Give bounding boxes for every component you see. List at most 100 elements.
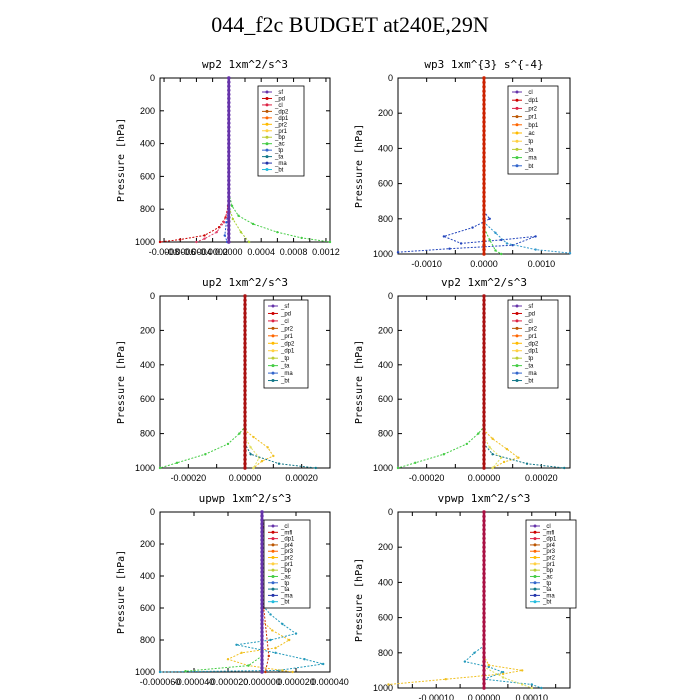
- series-marker: [482, 444, 486, 449]
- series-marker: [227, 232, 231, 236]
- series-marker: [243, 431, 247, 436]
- series-marker: [482, 406, 486, 410]
- series-marker: [482, 624, 486, 629]
- x-tick-label: -0.0008: [149, 247, 180, 257]
- series-marker: [243, 436, 247, 440]
- series-marker: [235, 643, 238, 646]
- legend-label: _mfl: [280, 530, 292, 536]
- legend-marker: [271, 364, 275, 368]
- series-marker: [505, 447, 509, 451]
- series-marker: [482, 659, 486, 664]
- legend-label: _ma: [280, 371, 293, 377]
- legend-label: _ta: [524, 147, 534, 153]
- legend-label: _tp: [280, 581, 290, 587]
- y-tick-label: 0: [388, 507, 393, 517]
- series-marker: [249, 446, 252, 449]
- series-marker: [482, 294, 486, 298]
- legend-label: _ta: [274, 155, 284, 161]
- series-marker: [276, 230, 279, 234]
- series-marker: [482, 328, 486, 333]
- series-marker: [482, 427, 486, 431]
- legend-label: _ta: [280, 364, 290, 370]
- series-marker: [471, 226, 474, 229]
- series-marker: [530, 683, 533, 686]
- series-marker: [482, 410, 486, 414]
- series-marker: [260, 538, 264, 542]
- series-marker: [260, 646, 264, 650]
- series-marker: [243, 328, 247, 333]
- series-marker: [227, 133, 231, 138]
- series-marker: [482, 673, 486, 677]
- series-marker: [502, 460, 506, 464]
- series-marker: [260, 594, 264, 598]
- legend-marker: [271, 568, 275, 572]
- legend-marker: [271, 349, 275, 353]
- legend-marker: [265, 103, 269, 107]
- series-marker: [482, 414, 486, 419]
- series-marker: [243, 341, 247, 345]
- series-marker: [243, 466, 247, 470]
- y-tick-label: 200: [140, 325, 155, 335]
- series-marker: [260, 558, 264, 562]
- y-tick-label: 200: [140, 106, 155, 116]
- series-marker: [482, 388, 486, 393]
- series-marker: [482, 102, 486, 107]
- y-tick-label: 800: [378, 429, 393, 439]
- y-tick-label: 600: [140, 394, 155, 404]
- series-marker: [260, 562, 264, 566]
- series-marker: [158, 670, 162, 674]
- series-marker: [482, 589, 486, 593]
- series-marker: [243, 311, 247, 315]
- series-marker: [264, 670, 267, 674]
- series-marker: [482, 363, 486, 367]
- series-marker: [482, 324, 486, 328]
- y-axis-label: Pressure [hPa]: [354, 124, 365, 208]
- series-marker: [459, 242, 463, 245]
- legend-label: _ac: [274, 142, 285, 148]
- series-marker: [482, 76, 486, 80]
- legend-marker: [271, 334, 275, 338]
- series-marker: [482, 384, 486, 388]
- series-marker: [243, 440, 247, 444]
- series-marker: [274, 651, 277, 654]
- x-tick-label: -0.000040: [174, 677, 215, 687]
- series-marker: [491, 453, 494, 456]
- series-marker: [482, 341, 486, 345]
- chart-panel: vp2 1xm^2/s^3 0 200 400 600 800 1000 Pressure […: [354, 276, 571, 483]
- series-marker: [482, 208, 486, 212]
- series-marker: [482, 633, 486, 637]
- legend-marker: [515, 90, 519, 94]
- x-tick-label: -0.00010: [418, 693, 454, 700]
- series-marker: [482, 620, 486, 624]
- series-marker: [243, 367, 247, 371]
- legend-label: _dp1: [542, 537, 557, 543]
- y-axis-label: Pressure [hPa]: [354, 340, 365, 424]
- legend-label: _mfl: [542, 530, 554, 536]
- series-marker: [482, 142, 486, 146]
- legend-marker: [271, 371, 275, 375]
- legend-marker: [265, 90, 269, 94]
- series-marker: [521, 669, 524, 672]
- series-marker: [482, 567, 486, 571]
- series-marker: [158, 240, 162, 244]
- series-marker: [281, 669, 284, 672]
- series-marker: [243, 298, 247, 302]
- series-marker: [482, 111, 486, 115]
- series-marker: [442, 235, 446, 238]
- series-line: [228, 78, 250, 243]
- series-marker: [243, 380, 247, 384]
- series-marker: [230, 204, 234, 208]
- series-marker: [482, 466, 486, 470]
- legend-label: _cl: [542, 524, 551, 530]
- series-marker: [482, 440, 486, 444]
- series-marker: [227, 170, 231, 174]
- series-marker: [225, 221, 228, 224]
- legend-marker: [515, 334, 519, 338]
- series-line: [226, 512, 293, 673]
- legend-marker: [515, 379, 519, 383]
- series-marker: [269, 613, 272, 616]
- y-tick-label: 800: [140, 204, 155, 214]
- legend-marker: [533, 524, 537, 528]
- series-marker: [204, 453, 207, 456]
- chart-panel: wp3 1xm^{3} s^{-4} 0 200 400 600 800 1000 Press…: [354, 58, 572, 269]
